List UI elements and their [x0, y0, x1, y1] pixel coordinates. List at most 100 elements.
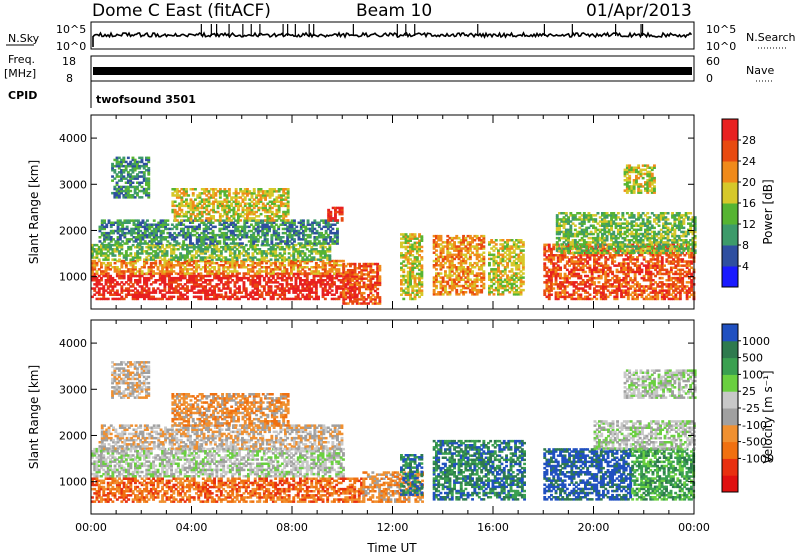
heatmap-cell: [335, 285, 339, 288]
heatmap-cell: [224, 243, 228, 247]
heatmap-cell: [120, 295, 124, 299]
heatmap-cell: [344, 264, 348, 268]
heatmap-cell: [175, 212, 179, 216]
heatmap-cell: [543, 289, 547, 292]
heatmap-cell: [225, 219, 229, 222]
heatmap-cell: [283, 256, 287, 259]
heatmap-cell: [199, 272, 203, 275]
heatmap-cell: [367, 287, 370, 291]
heatmap-cell: [404, 235, 408, 238]
heatmap-cell: [480, 291, 484, 294]
heatmap-cell: [279, 236, 283, 239]
heatmap-cell: [256, 252, 259, 255]
heatmap-cell: [224, 248, 228, 251]
heatmap-cell: [229, 221, 233, 224]
heatmap-cell: [288, 240, 292, 243]
heatmap-cell: [310, 281, 314, 284]
heatmap-cell: [292, 243, 296, 247]
heatmap-cell: [213, 276, 216, 280]
heatmap-cell: [224, 293, 228, 296]
heatmap-cell: [435, 276, 438, 279]
heatmap-cell: [570, 256, 574, 259]
heatmap-cell: [100, 250, 103, 253]
heatmap-cell: [91, 261, 94, 265]
heatmap-cell: [315, 242, 319, 245]
heatmap-cell: [138, 243, 142, 247]
heatmap-cell: [521, 257, 525, 261]
heatmap-cell: [100, 293, 103, 296]
heatmap-cell: [199, 283, 203, 286]
heatmap-cell: [270, 236, 274, 239]
heatmap-cell: [319, 254, 323, 257]
heatmap-cell: [145, 276, 149, 280]
heatmap-cell: [130, 227, 134, 231]
heatmap-cell: [166, 240, 170, 243]
heatmap-cell: [170, 281, 173, 284]
heatmap-cell: [121, 240, 125, 243]
heatmap-cell: [95, 291, 99, 294]
heatmap-cell: [145, 187, 148, 191]
heatmap-cell: [315, 231, 319, 235]
heatmap-cell: [510, 255, 514, 259]
heatmap-cell: [138, 258, 142, 261]
heatmap-cell: [182, 236, 186, 239]
heatmap-cell: [432, 245, 436, 248]
heatmap-cell: [420, 291, 424, 294]
heatmap-cell: [378, 269, 382, 272]
heatmap-cell: [276, 285, 280, 288]
heatmap-cell: [149, 243, 153, 247]
freq-tick-left-bottom: 8: [66, 72, 73, 85]
heatmap-cell: [265, 243, 268, 247]
heatmap-cell: [222, 270, 226, 273]
heatmap-cell: [209, 208, 213, 212]
heatmap-cell: [258, 252, 262, 255]
heatmap-cell: [93, 261, 97, 265]
heatmap-cell: [319, 276, 323, 280]
noise-trace: [92, 24, 693, 47]
heatmap-cell: [217, 254, 221, 257]
heatmap-cell: [378, 277, 382, 280]
heatmap-cell: [547, 245, 551, 249]
heatmap-cell: [235, 274, 239, 278]
heatmap-cell: [349, 279, 352, 282]
heatmap-cell: [464, 291, 468, 294]
heatmap-cell: [237, 202, 240, 205]
heatmap-cell: [175, 227, 179, 231]
heatmap-cell: [268, 196, 272, 199]
heatmap-cell: [235, 254, 239, 257]
heatmap-cell: [337, 270, 341, 273]
heatmap-cell: [146, 236, 149, 239]
heatmap-cell: [118, 293, 121, 296]
heatmap-cell: [217, 293, 221, 296]
heatmap-cell: [243, 190, 247, 193]
heatmap-cell: [466, 249, 470, 252]
heatmap-cell: [163, 261, 167, 265]
heatmap-cell: [196, 204, 200, 208]
heatmap-cell: [547, 260, 551, 263]
heatmap-cell: [145, 191, 148, 195]
heatmap-cell: [482, 257, 486, 261]
heatmap-cell: [158, 279, 162, 282]
heatmap-cell: [501, 274, 505, 277]
heatmap-cell: [299, 289, 302, 292]
heatmap-cell: [115, 268, 119, 271]
heatmap-cell: [308, 242, 312, 245]
heatmap-cell: [111, 266, 115, 269]
heatmap-cell: [122, 297, 126, 301]
heatmap-cell: [280, 272, 284, 276]
heatmap-cell: [134, 281, 137, 284]
heatmap-cell: [305, 259, 309, 263]
heatmap-cell: [161, 297, 164, 301]
heatmap-cell: [181, 272, 185, 275]
heatmap-cell: [209, 219, 213, 222]
heatmap-cell: [137, 229, 140, 233]
heatmap-cell: [170, 287, 173, 290]
heatmap-cell: [116, 240, 120, 243]
heatmap-cell: [404, 237, 408, 240]
heatmap-cell: [402, 235, 406, 238]
heatmap-cell: [138, 272, 142, 276]
heatmap-cell: [180, 215, 184, 218]
heatmap-cell: [182, 212, 186, 216]
heatmap-cell: [274, 243, 278, 247]
heatmap-cell: [457, 245, 461, 248]
